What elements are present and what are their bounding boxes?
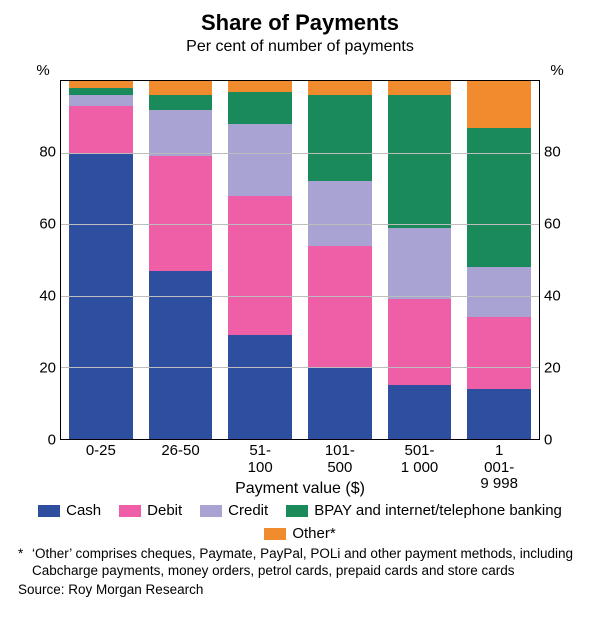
legend-label: BPAY and internet/telephone banking: [314, 502, 562, 519]
plot: 0-2526-5051-100101-500501- 1 0001 001- 9…: [60, 80, 540, 440]
chart-title: Share of Payments: [8, 10, 592, 36]
bar-slot: 51-100: [220, 81, 300, 439]
bar-segment-cash: [308, 367, 372, 439]
y-unit-left: %: [26, 62, 60, 80]
stacked-bar: [308, 81, 372, 439]
plot-area: % 0 20 40 60 80 0-2526-5051-100101-500501- 1…: [8, 62, 592, 498]
bar-slot: 26-50: [141, 81, 221, 439]
y-tick-label: 60: [39, 216, 56, 233]
bar-slot: 0-25: [61, 81, 141, 439]
legend-item: Other*: [264, 525, 335, 542]
stacked-bar: [69, 81, 133, 439]
bar-segment-other: [69, 81, 133, 88]
legend-item: Cash: [38, 502, 101, 519]
y-axis-left: % 020406080: [26, 62, 60, 440]
y-tick-label: 40: [39, 288, 56, 305]
bar-segment-credit: [228, 124, 292, 196]
stacked-bar: [467, 81, 531, 439]
legend-item: Credit: [200, 502, 268, 519]
bar-segment-other: [467, 81, 531, 128]
bar-segment-bpay: [69, 88, 133, 95]
bar-segment-debit: [69, 106, 133, 153]
grid-line: [61, 296, 539, 297]
bar-segment-credit: [308, 181, 372, 245]
y-tick-label: 80: [544, 144, 561, 161]
y-tick-label: 20: [39, 360, 56, 377]
share-of-payments-chart: Share of Payments Per cent of number of …: [0, 0, 600, 643]
legend-label: Credit: [228, 502, 268, 519]
bar-segment-cash: [388, 385, 452, 439]
y-tick-label: 0: [544, 432, 552, 449]
bar-slot: 1 001- 9 998: [459, 81, 539, 439]
y-axis-right: % 020406080: [540, 62, 574, 440]
footnote-mark: *: [18, 546, 32, 580]
bar-segment-debit: [228, 196, 292, 336]
x-axis-title: Payment value ($): [60, 480, 540, 498]
legend-swatch: [38, 505, 60, 517]
bar-segment-bpay: [308, 95, 372, 181]
bar-segment-debit: [149, 156, 213, 271]
bar-segment-debit: [308, 246, 372, 368]
bar-segment-credit: [467, 267, 531, 317]
bar-segment-bpay: [467, 128, 531, 268]
grid-line: [61, 153, 539, 154]
footnote: * ‘Other’ comprises cheques, Paymate, Pa…: [18, 546, 582, 580]
legend-swatch: [264, 528, 286, 540]
legend-swatch: [119, 505, 141, 517]
bar-slot: 501- 1 000: [380, 81, 460, 439]
y-tick-label: 80: [39, 144, 56, 161]
source: Source: Roy Morgan Research: [18, 582, 582, 597]
legend-label: Debit: [147, 502, 182, 519]
bar-segment-cash: [467, 389, 531, 439]
bar-segment-other: [308, 81, 372, 95]
legend-item: BPAY and internet/telephone banking: [286, 502, 562, 519]
bar-segment-credit: [149, 110, 213, 157]
legend: Cash Debit Credit BPAY and internet/telepho…: [28, 502, 572, 542]
y-tick-label: 0: [48, 432, 56, 449]
bar-segment-debit: [467, 317, 531, 389]
footnote-text: ‘Other’ comprises cheques, Paymate, PayP…: [32, 546, 582, 580]
y-tick-label: 20: [544, 360, 561, 377]
bar-segment-bpay: [149, 95, 213, 109]
bar-slot: 101-500: [300, 81, 380, 439]
grid-line: [61, 224, 539, 225]
bar-segment-other: [228, 81, 292, 92]
legend-swatch: [200, 505, 222, 517]
legend-swatch: [286, 505, 308, 517]
y-unit-right: %: [540, 62, 574, 80]
grid-line: [61, 367, 539, 368]
bar-segment-other: [388, 81, 452, 95]
stacked-bar: [149, 81, 213, 439]
legend-item: Debit: [119, 502, 182, 519]
bar-segment-other: [149, 81, 213, 95]
bar-segment-credit: [69, 95, 133, 106]
bar-segment-credit: [388, 228, 452, 300]
legend-label: Other*: [292, 525, 335, 542]
stacked-bar: [388, 81, 452, 439]
bar-segment-cash: [228, 335, 292, 439]
y-tick-label: 60: [544, 216, 561, 233]
y-tick-label: 40: [544, 288, 561, 305]
bar-segment-bpay: [228, 92, 292, 124]
legend-label: Cash: [66, 502, 101, 519]
bar-segment-bpay: [388, 95, 452, 227]
bar-segment-debit: [388, 299, 452, 385]
stacked-bar: [228, 81, 292, 439]
chart-subtitle: Per cent of number of payments: [8, 38, 592, 56]
